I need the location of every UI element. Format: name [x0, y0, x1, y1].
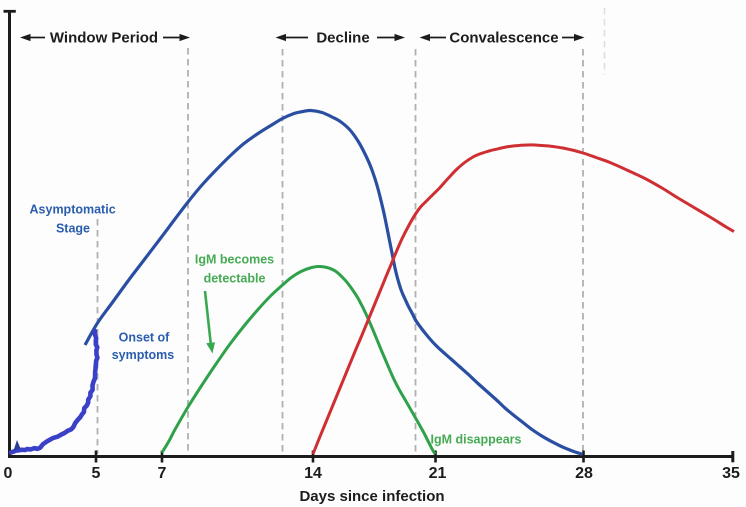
svg-text:5: 5: [92, 465, 101, 482]
svg-text:IgM disappears: IgM disappears: [431, 433, 522, 447]
svg-text:7: 7: [158, 465, 167, 482]
svg-text:Decline: Decline: [316, 30, 369, 47]
svg-text:Asymptomatic: Asymptomatic: [30, 203, 116, 217]
svg-text:Stage: Stage: [56, 222, 90, 236]
svg-text:Days since infection: Days since infection: [299, 488, 444, 505]
svg-text:Window Period: Window Period: [50, 30, 158, 47]
svg-text:detectable: detectable: [204, 272, 266, 286]
svg-text:28: 28: [575, 465, 593, 482]
svg-text:35: 35: [722, 465, 740, 482]
svg-text:Onset of: Onset of: [119, 331, 171, 345]
svg-text:0: 0: [4, 465, 13, 482]
svg-text:14: 14: [304, 465, 322, 482]
svg-text:symptoms: symptoms: [112, 348, 175, 362]
svg-text:21: 21: [429, 465, 447, 482]
svg-text:Convalescence: Convalescence: [449, 30, 558, 47]
svg-text:IgM becomes: IgM becomes: [195, 253, 274, 267]
